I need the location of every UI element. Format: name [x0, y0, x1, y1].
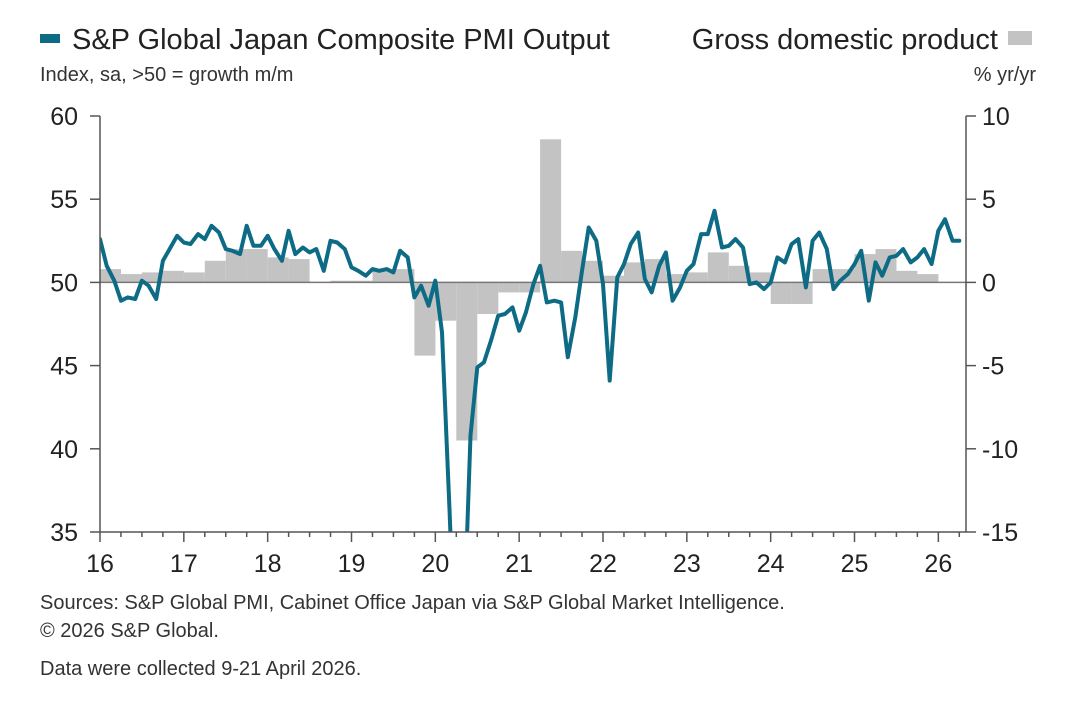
gdp-bar	[561, 250, 583, 283]
left-tick-label: 50	[50, 269, 78, 297]
legend-gdp-label: Gross domestic product	[691, 24, 998, 56]
gdp-bar	[246, 249, 268, 283]
left-tick-label: 60	[50, 103, 78, 131]
gdp-bar	[162, 270, 184, 283]
right-tick-label: 5	[982, 186, 996, 214]
x-tick-label: 20	[421, 550, 449, 578]
gdp-bar	[351, 280, 373, 283]
gdp-bar	[917, 274, 939, 283]
gdp-bar	[791, 282, 813, 304]
gdp-bar	[686, 272, 708, 283]
gdp-bar	[519, 282, 541, 293]
gdp-bar	[582, 260, 603, 283]
right-tick-label: 10	[982, 103, 1010, 131]
gdp-bar	[477, 282, 499, 314]
gdp-bar	[770, 282, 792, 304]
legend-pmi-swatch	[40, 33, 60, 43]
left-axis-unit: Index, sa, >50 = growth m/m	[40, 64, 294, 86]
left-tick-label: 55	[50, 186, 78, 214]
legend-gdp-swatch	[1008, 31, 1032, 46]
right-axis-unit: % yr/yr	[973, 64, 1036, 86]
x-tick-label: 19	[338, 550, 366, 578]
gdp-bar	[267, 257, 289, 283]
gdp-bar	[665, 274, 687, 283]
copyright-note: © 2026 S&P Global.	[40, 620, 219, 642]
gdp-bar	[728, 265, 750, 283]
x-tick-label: 17	[170, 550, 198, 578]
pmi-line	[100, 208, 962, 532]
gdp-bar	[540, 139, 562, 283]
x-tick-label: 21	[505, 550, 533, 578]
x-tick-label: 16	[86, 550, 114, 578]
gdp-bar	[330, 280, 352, 283]
gdp-bar	[707, 252, 729, 283]
right-tick-label: -15	[982, 519, 1018, 547]
gdp-bar	[896, 270, 918, 283]
right-tick-label: 0	[982, 269, 996, 297]
left-tick-label: 40	[50, 436, 78, 464]
gdp-bar	[141, 272, 163, 283]
gdp-bar	[624, 262, 645, 283]
gdp-bar	[603, 275, 624, 283]
right-tick-label: -10	[982, 436, 1018, 464]
collection-note: Data were collected 9-21 April 2026.	[40, 658, 362, 680]
x-tick-label: 23	[673, 550, 701, 578]
left-tick-label: 35	[50, 519, 78, 547]
gdp-bar	[749, 272, 771, 283]
x-tick-label: 25	[841, 550, 869, 578]
gdp-bar	[498, 282, 520, 293]
right-tick-label: -5	[982, 353, 1004, 381]
sources-note: Sources: S&P Global PMI, Cabinet Office …	[40, 592, 785, 614]
x-tick-label: 26	[924, 550, 952, 578]
x-tick-label: 22	[589, 550, 617, 578]
legend-gdp: Gross domestic product	[692, 24, 1032, 57]
x-tick-label: 24	[757, 550, 785, 578]
legend-pmi: S&P Global Japan Composite PMI Output	[40, 24, 610, 57]
gdp-bar	[225, 249, 247, 283]
gdp-bar	[121, 274, 142, 283]
x-tick-label: 18	[254, 550, 282, 578]
gdp-bar	[183, 272, 205, 283]
gdp-bar	[204, 260, 226, 283]
gdp-bar	[812, 269, 834, 283]
gdp-bar	[288, 259, 310, 283]
left-tick-label: 45	[50, 353, 78, 381]
legend-pmi-label: S&P Global Japan Composite PMI Output	[72, 24, 610, 56]
